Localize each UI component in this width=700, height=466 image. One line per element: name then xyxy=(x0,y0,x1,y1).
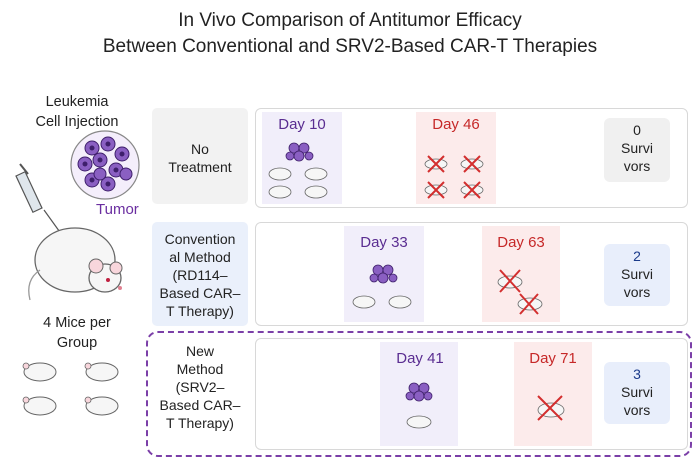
row-3-second-band xyxy=(514,342,592,446)
row-1-label: No Treatment xyxy=(152,108,248,204)
row-2-second-day: Day 63 xyxy=(497,234,545,251)
injection-label: Leukemia Cell Injection xyxy=(35,94,119,130)
row-3-tumor-mouse-illustration xyxy=(405,382,433,429)
four-mice-illustration xyxy=(22,362,119,416)
row-2-tumor-mice-illustration xyxy=(352,264,412,309)
row-1-dead-mice-illustration xyxy=(424,155,484,199)
row-3-label: New Method (SRV2– Based CAR– T Therapy) xyxy=(159,343,241,431)
row-3-survivors: 3 Survi vors xyxy=(604,362,670,424)
mouse-illustration-large xyxy=(28,227,123,301)
row-1-tumor-mice-illustration xyxy=(268,142,328,199)
row-1-survivors: 0 Survi vors xyxy=(604,118,670,182)
row-3-second-day: Day 71 xyxy=(529,350,577,367)
mice-per-group-label: 4 Mice per Group xyxy=(43,315,111,351)
diagram-title: In Vivo Comparison of Antitumor Efficacy… xyxy=(0,8,700,60)
syringe-icon xyxy=(15,163,63,236)
row-2-survivors: 2 Survi vors xyxy=(604,244,670,306)
row-3-first-day: Day 41 xyxy=(396,350,444,367)
row-3-dead-mouse-illustration xyxy=(537,395,565,421)
row-2-first-day: Day 33 xyxy=(360,234,408,251)
tumor-cluster-illustration xyxy=(70,130,140,200)
tumor-label: Tumor xyxy=(96,201,139,218)
row-1-second-day: Day 46 xyxy=(432,116,480,133)
row-2-dead-mice-illustration xyxy=(497,269,543,315)
new-method-highlight xyxy=(146,331,692,457)
row-1-first-day: Day 10 xyxy=(278,116,326,133)
title-line-2: Between Conventional and SRV2-Based CAR-… xyxy=(102,36,598,57)
title-line-1: In Vivo Comparison of Antitumor Efficacy xyxy=(178,10,522,31)
row-2-label: Convention al Method (RD114– Based CAR– … xyxy=(152,222,248,326)
